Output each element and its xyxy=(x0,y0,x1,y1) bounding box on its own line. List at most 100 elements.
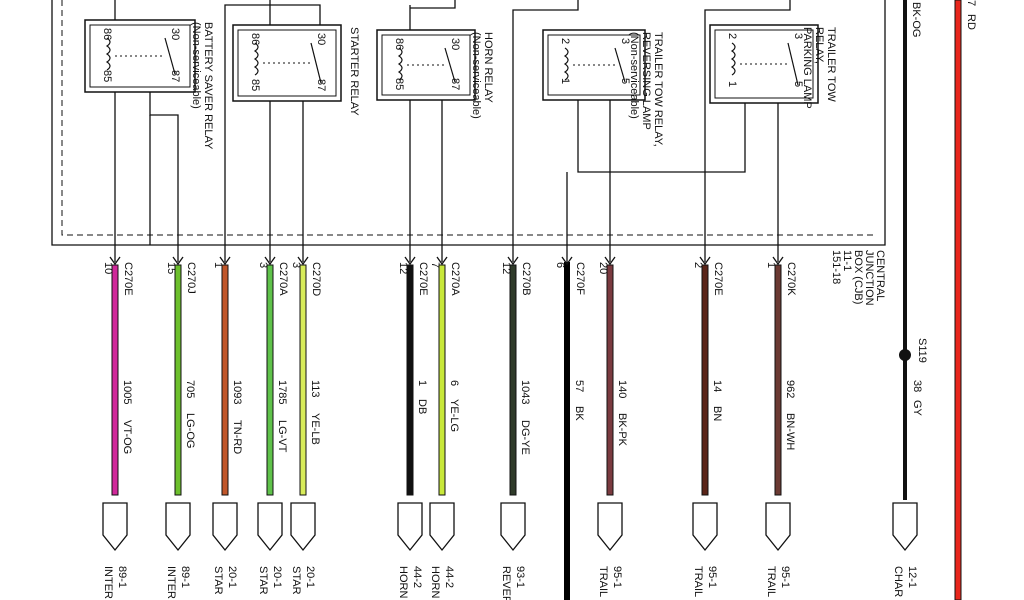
relay-label: PARKING LAMP xyxy=(801,27,813,109)
circuit-number: 1043 xyxy=(519,380,531,404)
relay-pin: 1 xyxy=(726,81,738,87)
destination-label: 95-1 xyxy=(779,566,791,588)
circuit-number: 6 xyxy=(448,380,460,386)
wire-color-code: BK xyxy=(573,406,585,421)
destination-label: HORN xyxy=(429,566,441,598)
destination-label: TRAIL xyxy=(765,566,777,597)
pin-number: 10 xyxy=(102,262,114,274)
power-circuit: 7 xyxy=(965,0,977,6)
relay-box xyxy=(376,29,476,101)
relay-pin: 86 xyxy=(249,33,261,45)
cjb-inner-outline xyxy=(61,0,875,236)
wire xyxy=(266,264,274,496)
destination-connector xyxy=(892,502,918,552)
connector-id: C270K xyxy=(785,262,797,296)
wire xyxy=(174,264,182,496)
wire xyxy=(111,264,119,496)
destination-connector xyxy=(765,502,791,552)
destination-connector xyxy=(692,502,718,552)
relay-pin: 87 xyxy=(169,70,181,82)
relay-pin: 87 xyxy=(315,79,327,91)
destination-label: 20-1 xyxy=(271,566,283,588)
pin-number: 20 xyxy=(597,262,609,274)
relay-pin: 3 xyxy=(792,33,804,39)
destination-label: 20-1 xyxy=(226,566,238,588)
relay-label: (Non-serviceable) xyxy=(190,22,202,109)
relay-pin: 86 xyxy=(393,38,405,50)
connector-arrow xyxy=(604,256,616,266)
relay-switch xyxy=(787,42,799,86)
wire-color-code: TN-RD xyxy=(231,420,243,454)
splice-dot xyxy=(899,349,911,361)
internal-wiring xyxy=(114,0,791,262)
circuit-number: 705 xyxy=(184,380,196,398)
destination-connector xyxy=(597,502,623,552)
wire xyxy=(299,264,307,496)
connector-arrow xyxy=(561,256,573,266)
pin-number: 6 xyxy=(554,262,566,268)
wire-color-code: VT-OG xyxy=(121,420,133,454)
destination-label: REVER xyxy=(500,566,512,600)
relay-pin: 2 xyxy=(559,38,571,44)
relay-inner xyxy=(237,29,337,97)
destination-label: TRAIL xyxy=(597,566,609,597)
pin-number: 15 xyxy=(165,262,177,274)
relay-switch xyxy=(614,47,626,83)
destination-label: 89-1 xyxy=(116,566,128,588)
destination-label: STAR xyxy=(290,566,302,595)
wire xyxy=(509,264,517,496)
relay-coil xyxy=(253,42,259,76)
circuit-number: 962 xyxy=(784,380,796,398)
relay-switch xyxy=(444,47,456,83)
connector-id: C270B xyxy=(520,262,532,296)
relay-inner xyxy=(89,24,191,88)
connector-arrow xyxy=(219,256,231,266)
destination-connector xyxy=(165,502,191,552)
splice-label: S119 xyxy=(916,338,928,363)
circuit-number: 140 xyxy=(616,380,628,398)
circuit-number: 1785 xyxy=(276,380,288,404)
destination-label: HORN xyxy=(397,566,409,598)
relay-pin: 5 xyxy=(792,81,804,87)
destination-label: 44-2 xyxy=(443,566,455,588)
connector-arrow xyxy=(699,256,711,266)
destination-connector xyxy=(397,502,423,552)
circuit-number: 57 xyxy=(573,380,585,392)
wire-color-code: BN-WH xyxy=(784,413,796,450)
relay-pin: 5 xyxy=(619,78,631,84)
relay-label: (Non-serviceable) xyxy=(628,32,640,119)
circuit-number: 1005 xyxy=(121,380,133,404)
relay-pin: 2 xyxy=(726,33,738,39)
cjb-label: 11-1 xyxy=(841,250,853,271)
relay-label: TRAILER TOW RELAY, xyxy=(652,32,664,147)
relay-coil xyxy=(563,47,569,81)
destination-label: 89-1 xyxy=(179,566,191,588)
pin-number: 12 xyxy=(500,262,512,274)
connector-id: C270E xyxy=(417,262,429,296)
relay-pin: 85 xyxy=(101,70,113,82)
connector-arrow xyxy=(507,256,519,266)
destination-label: 20-1 xyxy=(304,566,316,588)
wire xyxy=(774,264,782,496)
relay-pin: 1 xyxy=(559,78,571,84)
pin-number: 12 xyxy=(397,262,409,274)
wire xyxy=(406,264,414,496)
destination-label: STAR xyxy=(257,566,269,595)
relay-pin: 85 xyxy=(249,79,261,91)
relay-switch xyxy=(164,37,176,75)
connector-id: C270A xyxy=(277,262,289,296)
destination-label: INTER xyxy=(102,566,114,599)
destination-label: 93-1 xyxy=(514,566,526,588)
destination-label: 95-1 xyxy=(611,566,623,588)
wire-color-code: BN xyxy=(711,406,723,421)
relay-coil xyxy=(105,37,111,71)
cjb-outline xyxy=(51,0,886,246)
power-code: RD xyxy=(965,14,977,30)
cjb-label: JUNCTION xyxy=(863,250,875,306)
connector-id: C270E xyxy=(712,262,724,296)
wire-color-code: LG-VT xyxy=(276,420,288,453)
destination-label: 44-2 xyxy=(411,566,423,588)
pin-number: 1 xyxy=(212,262,224,268)
wire-color-code: DB xyxy=(416,399,428,414)
